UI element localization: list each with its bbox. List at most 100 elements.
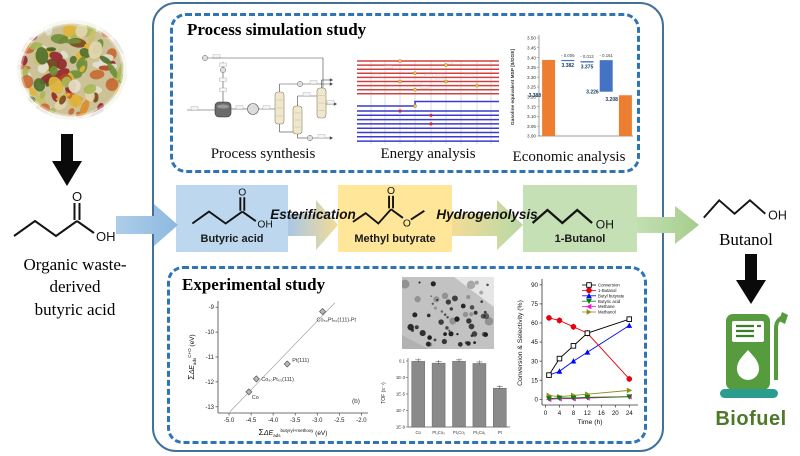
y-tick-label: -11	[206, 355, 215, 361]
delta-label: - 0.006	[561, 53, 575, 58]
hydrogenolysis-arrow-icon	[452, 200, 523, 250]
conversion-selectivity-chart: 0 15 30 45 60 75 90 0 4 8 12 16 20 24 Time (h) Conversi…	[517, 279, 638, 426]
flow-box-label: Butyric acid	[200, 233, 264, 245]
value-label: 3.208	[605, 97, 618, 103]
down-arrow-icon	[736, 254, 766, 304]
leaf-icon	[737, 350, 759, 380]
y-tick-label: -12	[205, 380, 214, 386]
y-tick-label: 0	[535, 396, 539, 403]
value-label: 3.226	[586, 90, 599, 96]
panel-title: Experimental study	[182, 275, 326, 294]
y-tick-label: 3.20	[527, 95, 536, 100]
reaction-label-esterification: Esterification	[270, 207, 356, 222]
y-tick-label: 60	[531, 320, 538, 327]
y-tick-label: 90	[531, 282, 538, 289]
dft-scatter-chart: -9 -10 -11 -12 -13 -5.0 -4.5 -4.0 -3.5 -3.0 -2.5 -2…	[186, 301, 368, 438]
value-label: 3.388	[529, 93, 542, 99]
x-tick-label: 16	[598, 410, 605, 417]
data-point	[245, 388, 253, 396]
product-caption: Butanol	[719, 230, 773, 249]
x-tick-label: 4	[558, 410, 562, 417]
x-tick-label: 20	[612, 410, 619, 417]
x-tick-label: 0	[544, 410, 548, 417]
butyric-acid-structure: O OH	[13, 190, 116, 244]
x-tick-label: -5.0	[224, 418, 235, 424]
waterfall-bar	[599, 60, 613, 92]
experimental-panel: Experimental study -9 -10 -11 -12 -13 -5.0 -4.…	[167, 266, 647, 444]
waterfall-bar	[618, 95, 632, 136]
x-tick-label: Pt	[498, 430, 503, 435]
butanol-structure: OH	[703, 198, 787, 223]
butanol-structure: OH	[531, 208, 614, 232]
series-line	[548, 318, 630, 376]
data-point	[283, 360, 291, 368]
atom-label: O	[403, 219, 411, 230]
tof-bar	[411, 361, 425, 428]
point-label: Co₅₀Pt₅₀(111)	[261, 377, 294, 383]
tof-bar	[452, 361, 466, 428]
y-tick-label: 15	[531, 377, 538, 384]
tof-bar	[472, 363, 487, 428]
y-axis-title: Conversion & Selectivity (%)	[517, 300, 524, 386]
tof-bar	[493, 387, 507, 428]
y-tick-label: 3.30	[527, 75, 536, 80]
figure-caption: Energy analysis	[380, 146, 476, 162]
legend-entry: Methane	[598, 304, 615, 309]
x-tick-label: Co	[416, 430, 422, 435]
y-tick-label: 3.15	[527, 104, 536, 109]
waterfall-bar	[561, 59, 575, 62]
legend-entry: Butyric acid	[598, 299, 621, 304]
tof-bar	[431, 362, 446, 428]
point-label: Co	[252, 395, 259, 401]
butyric-acid-structure: O OH	[191, 188, 273, 230]
energy-analysis-figure	[357, 59, 499, 144]
y-tick-label: 1E-3	[396, 375, 406, 380]
waterfall-bar	[580, 61, 594, 63]
axis-title: ΣΔEadsC+O (eV)	[186, 334, 197, 379]
x-tick-label: 24	[626, 410, 633, 417]
flow-box-label: Methyl butyrate	[354, 233, 436, 245]
subplot-annotation: (b)	[352, 398, 360, 405]
flow-box-methyl-butyrate: O O Methyl butyrate	[338, 185, 452, 252]
value-label: 3.382	[562, 63, 575, 69]
x-tick-label: -2.0	[356, 418, 367, 424]
delta-label: - 0.013	[580, 54, 594, 59]
reaction-label-hydrogenolysis: Hydrogenolysis	[436, 207, 538, 222]
x-tick-label: -3.5	[290, 418, 301, 424]
data-point	[252, 375, 260, 383]
figure-caption: Economic analysis	[512, 149, 626, 165]
x-tick-label: -3.0	[312, 418, 323, 424]
atom-label: OH	[596, 218, 614, 232]
atom-label: OH	[768, 209, 787, 223]
y-tick-label: 3.35	[527, 65, 536, 70]
down-arrow-icon	[52, 134, 82, 186]
legend-entry: Conversion	[598, 283, 620, 288]
flow-box-label: 1-Butanol	[554, 233, 606, 245]
y-tick-label: -10	[205, 330, 214, 336]
y-tick-label: 3.40	[527, 55, 536, 60]
food-waste-photo	[14, 16, 130, 124]
point-label: Pt(111)	[292, 358, 309, 364]
tem-image	[402, 277, 494, 349]
atom-label: O	[238, 188, 246, 199]
atom-label: O	[387, 187, 395, 197]
y-tick-label: 1E-9	[396, 425, 406, 430]
y-axis-title: TOF (s⁻¹)	[381, 382, 387, 404]
y-tick-label: -13	[205, 405, 214, 411]
y-tick-label: 1E-7	[396, 408, 406, 413]
economic-analysis-chart: 3.00 3.05 3.10 3.15 3.20 3.25 3.30 3.35 3.40 3.45…	[510, 35, 633, 139]
delta-label: - 0.161	[600, 53, 614, 58]
methyl-butyrate-structure: O O	[352, 187, 425, 230]
y-tick-label: 3.05	[527, 124, 536, 129]
legend-entry: Methanol	[598, 310, 616, 315]
x-tick-label: Pt₃Co₁	[473, 430, 486, 435]
flow-box-butyric-acid: O OH Butyric acid	[176, 185, 288, 252]
x-tick-label: -4.0	[268, 418, 279, 424]
x-axis-title: Time (h)	[577, 419, 602, 426]
data-point	[319, 307, 327, 315]
biofuel-pump-icon	[720, 312, 788, 398]
process-flowsheet-figure	[187, 54, 337, 141]
y-tick-label: 75	[531, 301, 538, 308]
x-tick-label: Pt₁Co₁	[453, 430, 466, 435]
output-caption: Biofuel	[715, 408, 787, 430]
